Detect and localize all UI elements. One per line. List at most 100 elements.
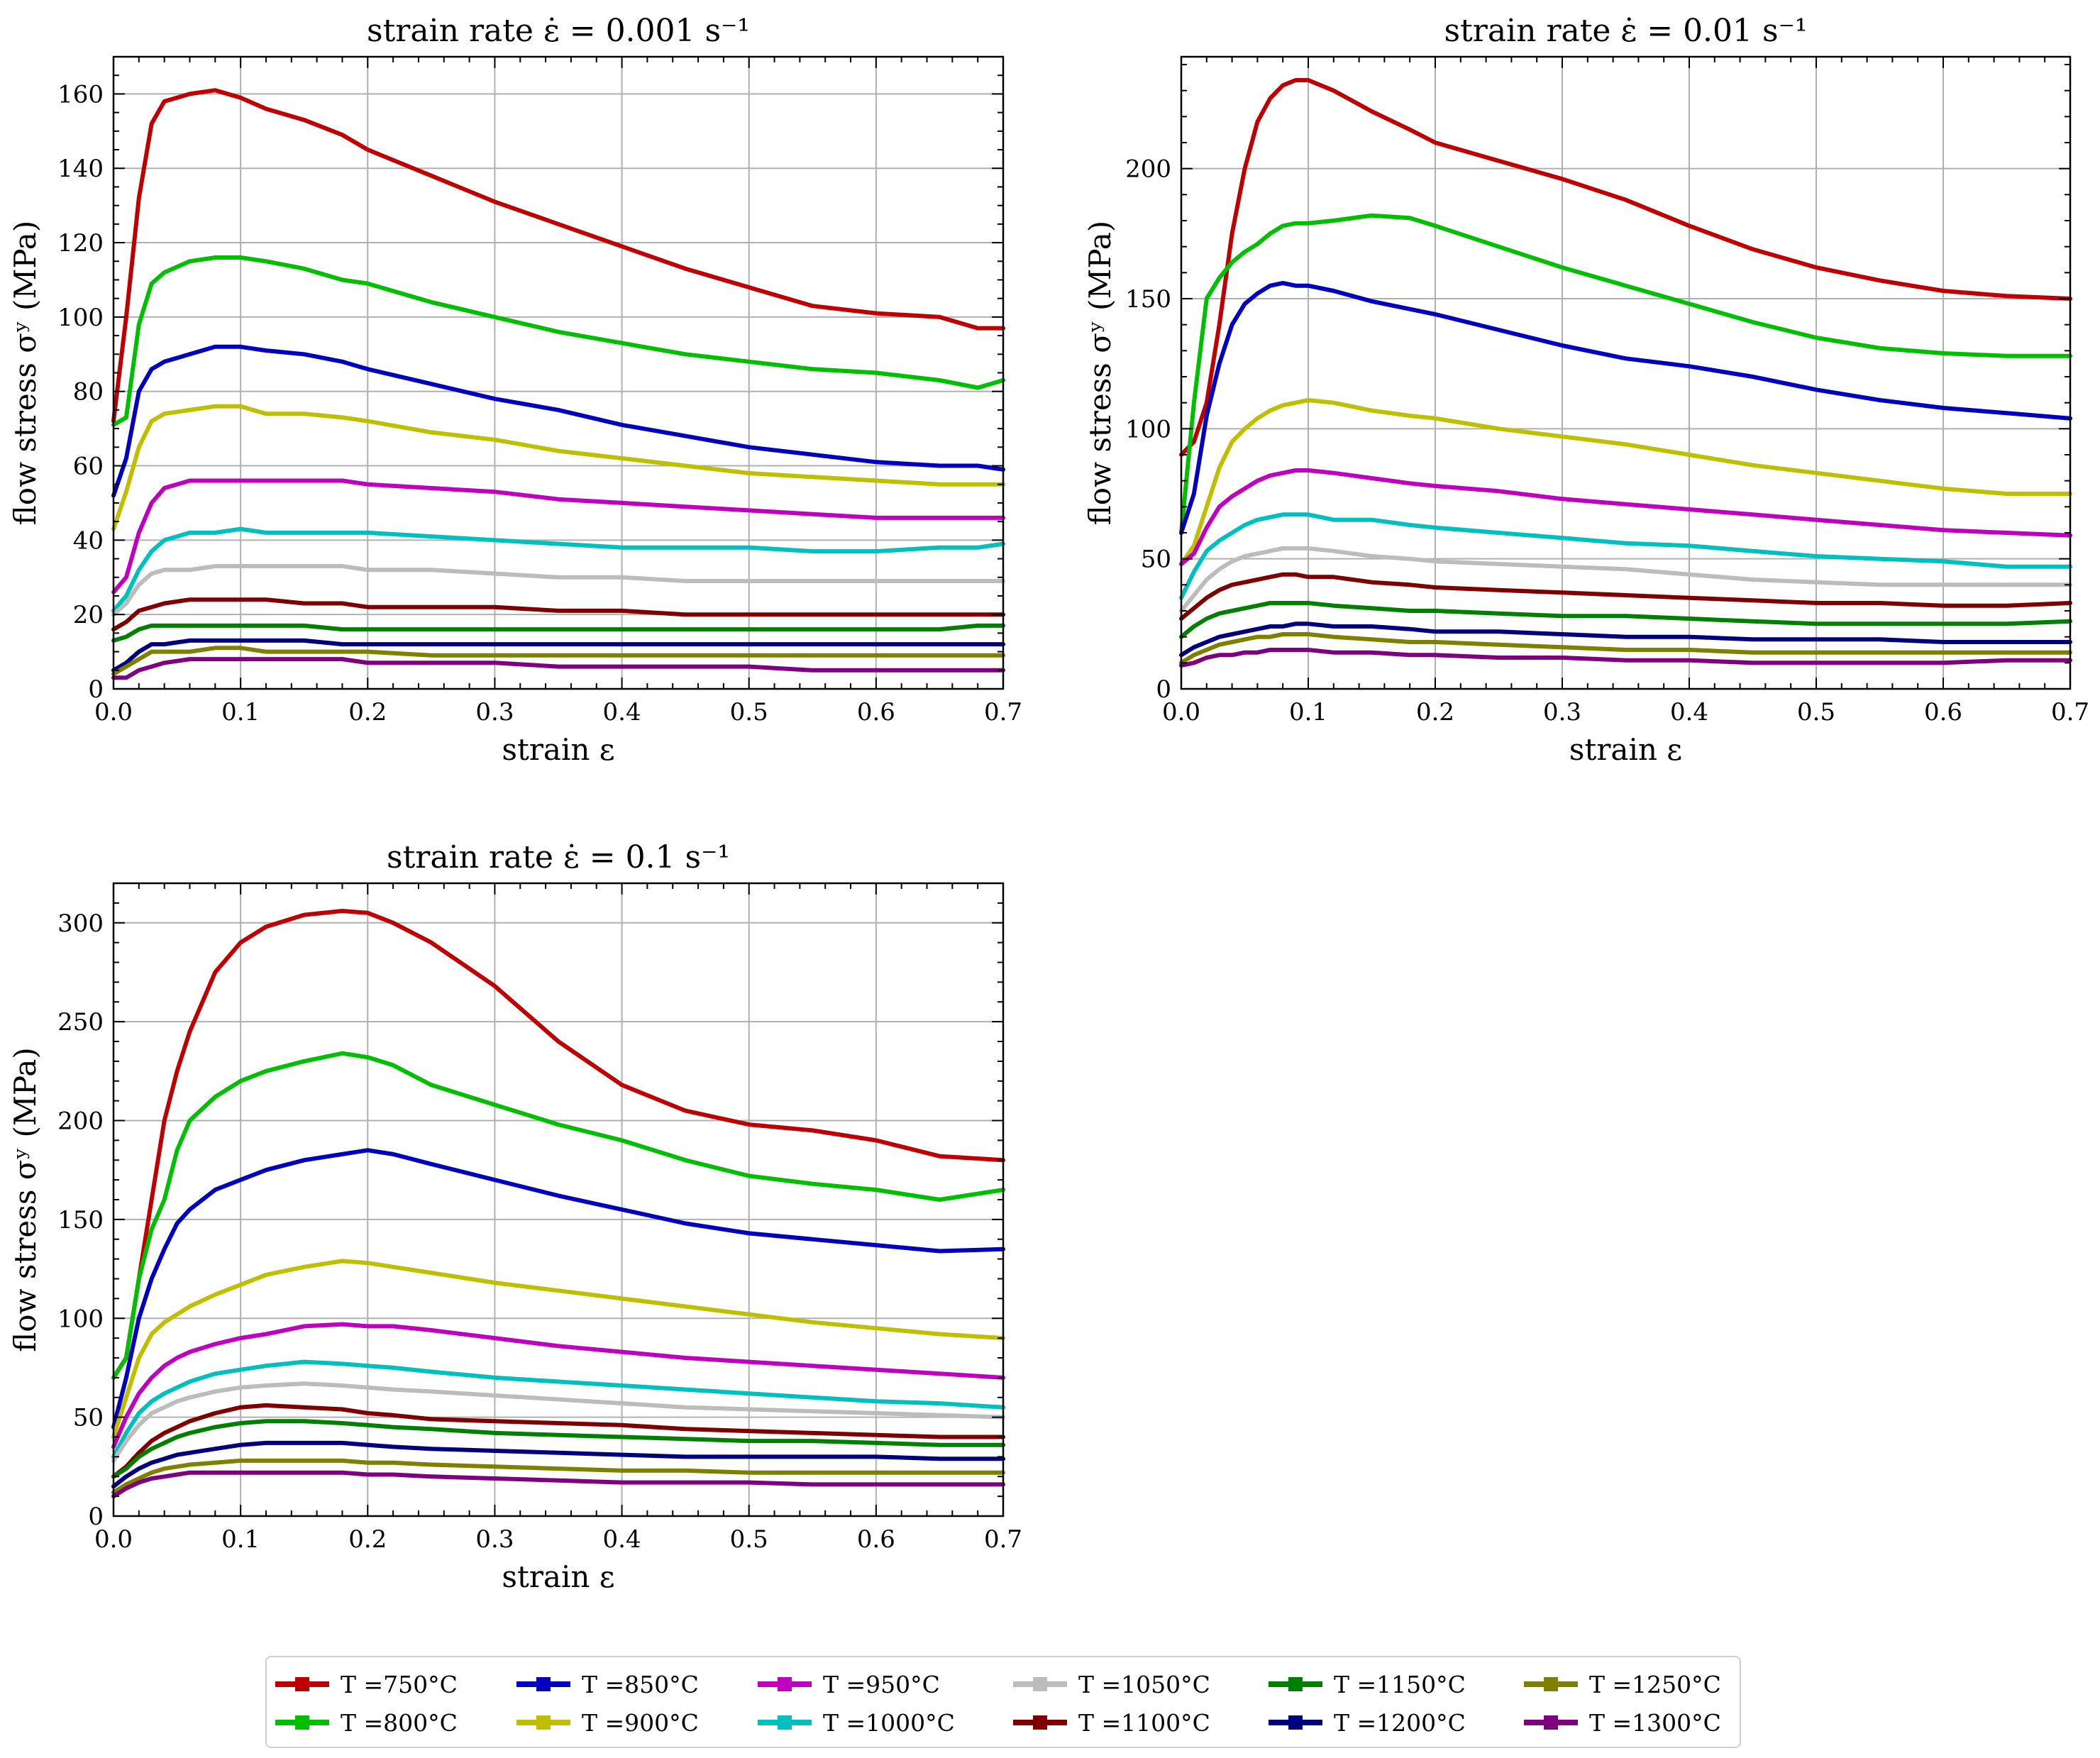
- legend-label: T =1200°C: [1334, 1708, 1466, 1737]
- legend-item: T =1100°C: [1013, 1706, 1210, 1740]
- chart-title: strain rate ε̇ = 0.001 s⁻¹: [367, 13, 750, 49]
- legend: T =750°C T =800°C T =850°C T =900°C T =9…: [265, 1656, 1741, 1748]
- legend-marker: [1544, 1715, 1558, 1730]
- series-line: [1179, 601, 2072, 639]
- legend-label: T =900°C: [582, 1708, 699, 1737]
- x-tick-label: 0.4: [1670, 698, 1708, 726]
- legend-item: T =1000°C: [758, 1706, 955, 1740]
- legend-label: T =1150°C: [1334, 1670, 1466, 1698]
- series-line: [111, 1381, 1005, 1463]
- x-tick-label: 0.1: [1289, 698, 1327, 726]
- series-line: [111, 638, 1005, 673]
- x-tick-label: 0.5: [730, 698, 768, 726]
- x-tick-label: 0.6: [1924, 698, 1962, 726]
- y-tick-label: 100: [57, 304, 104, 332]
- legend-swatch: [1269, 1667, 1322, 1701]
- legend-marker: [536, 1677, 551, 1691]
- y-tick-label: 160: [57, 80, 104, 109]
- y-tick-label: 40: [73, 526, 104, 555]
- y-tick-label: 120: [57, 229, 104, 258]
- series-line: [111, 1403, 1005, 1479]
- x-tick-label: 0.7: [984, 698, 1022, 726]
- y-tick-label: 50: [73, 1404, 104, 1432]
- legend-label: T =1000°C: [823, 1708, 955, 1737]
- series-line: [111, 597, 1005, 632]
- legend-swatch: [516, 1667, 570, 1701]
- y-tick-label: 200: [1125, 155, 1171, 184]
- y-tick-label: 300: [57, 910, 104, 938]
- legend-item: T =1300°C: [1524, 1706, 1721, 1740]
- y-axis-label: flow stress σʸ (MPa): [8, 221, 43, 525]
- series-line: [111, 404, 1005, 531]
- series-line: [1179, 213, 2072, 535]
- x-tick-label: 0.7: [984, 1525, 1022, 1554]
- series-line: [111, 1359, 1005, 1459]
- chart-title: strain rate ε̇ = 0.1 s⁻¹: [387, 839, 730, 875]
- chart-panel: 0.0 0.1 0.2 0.3 0.4 0.5 0.6 0.7 0 50 100 150 200 stra…: [1083, 13, 2089, 767]
- series-line: [1179, 78, 2072, 457]
- legend-label: T =800°C: [341, 1708, 458, 1737]
- legend-marker: [778, 1677, 792, 1691]
- x-tick-label: 0.1: [221, 698, 260, 726]
- y-tick-label: 50: [1141, 546, 1171, 574]
- y-tick-label: 150: [1125, 285, 1171, 314]
- y-tick-label: 60: [73, 453, 104, 481]
- legend-swatch: [1013, 1706, 1067, 1740]
- series-line: [1179, 632, 2072, 665]
- y-tick-label: 100: [1125, 415, 1171, 443]
- y-tick-label: 250: [57, 1008, 104, 1036]
- legend-swatch: [1013, 1667, 1067, 1701]
- legend-label: T =1050°C: [1078, 1670, 1210, 1698]
- series-line: [111, 1322, 1005, 1449]
- series-line: [111, 88, 1005, 424]
- legend-label: T =750°C: [341, 1670, 458, 1698]
- series-line: [111, 344, 1005, 498]
- x-tick-label: 0.4: [603, 1525, 641, 1554]
- series-line: [111, 657, 1005, 680]
- legend-label: T =1100°C: [1078, 1708, 1210, 1737]
- legend-swatch: [1269, 1706, 1322, 1740]
- plot-frame: [1180, 55, 2072, 690]
- legend-label: T =1300°C: [1589, 1708, 1721, 1737]
- x-tick-label: 0.0: [94, 698, 133, 726]
- series-line: [1179, 648, 2072, 668]
- legend-marker: [1033, 1677, 1047, 1691]
- series-line: [111, 564, 1005, 617]
- y-axis-label: flow stress σʸ (MPa): [1083, 221, 1117, 525]
- legend-item: T =800°C: [275, 1706, 458, 1740]
- y-tick-label: 100: [57, 1305, 104, 1333]
- y-tick-label: 0: [88, 1503, 104, 1531]
- legend-label: T =850°C: [582, 1670, 699, 1698]
- legend-swatch: [275, 1667, 329, 1701]
- x-axis-label: strain ε: [502, 732, 614, 767]
- legend-swatch: [516, 1706, 570, 1740]
- legend-item: T =950°C: [758, 1667, 940, 1701]
- x-tick-label: 0.3: [1543, 698, 1581, 726]
- legend-swatch: [1524, 1706, 1578, 1740]
- series-line: [1179, 281, 2072, 535]
- legend-item: T =1050°C: [1013, 1667, 1210, 1701]
- x-tick-label: 0.2: [1416, 698, 1454, 726]
- chart-panel: 0.0 0.1 0.2 0.3 0.4 0.5 0.6 0.7 0 50 100 150 200 250 3…: [8, 839, 1022, 1594]
- legend-marker: [1288, 1715, 1303, 1730]
- legend-marker: [1544, 1677, 1558, 1691]
- series-line: [111, 1440, 1005, 1489]
- x-tick-label: 0.5: [1797, 698, 1835, 726]
- series-line: [111, 623, 1005, 643]
- series-line: [111, 1051, 1005, 1380]
- series-line: [111, 478, 1005, 595]
- legend-item: T =1150°C: [1269, 1667, 1466, 1701]
- legend-marker: [295, 1715, 309, 1730]
- legend-swatch: [758, 1706, 812, 1740]
- series-line: [111, 1259, 1005, 1439]
- series-line: [1179, 621, 2072, 658]
- x-tick-label: 0.2: [348, 698, 387, 726]
- legend-item: T =900°C: [516, 1706, 699, 1740]
- chart-title: strain rate ε̇ = 0.01 s⁻¹: [1444, 13, 1808, 49]
- chart-panel: 0.0 0.1 0.2 0.3 0.4 0.5 0.6 0.7 0 20 40 60 80 100 120 1…: [8, 13, 1022, 767]
- legend-swatch: [758, 1667, 812, 1701]
- x-tick-label: 0.2: [348, 1525, 387, 1554]
- legend-marker: [1288, 1677, 1303, 1691]
- series-line: [1179, 572, 2072, 621]
